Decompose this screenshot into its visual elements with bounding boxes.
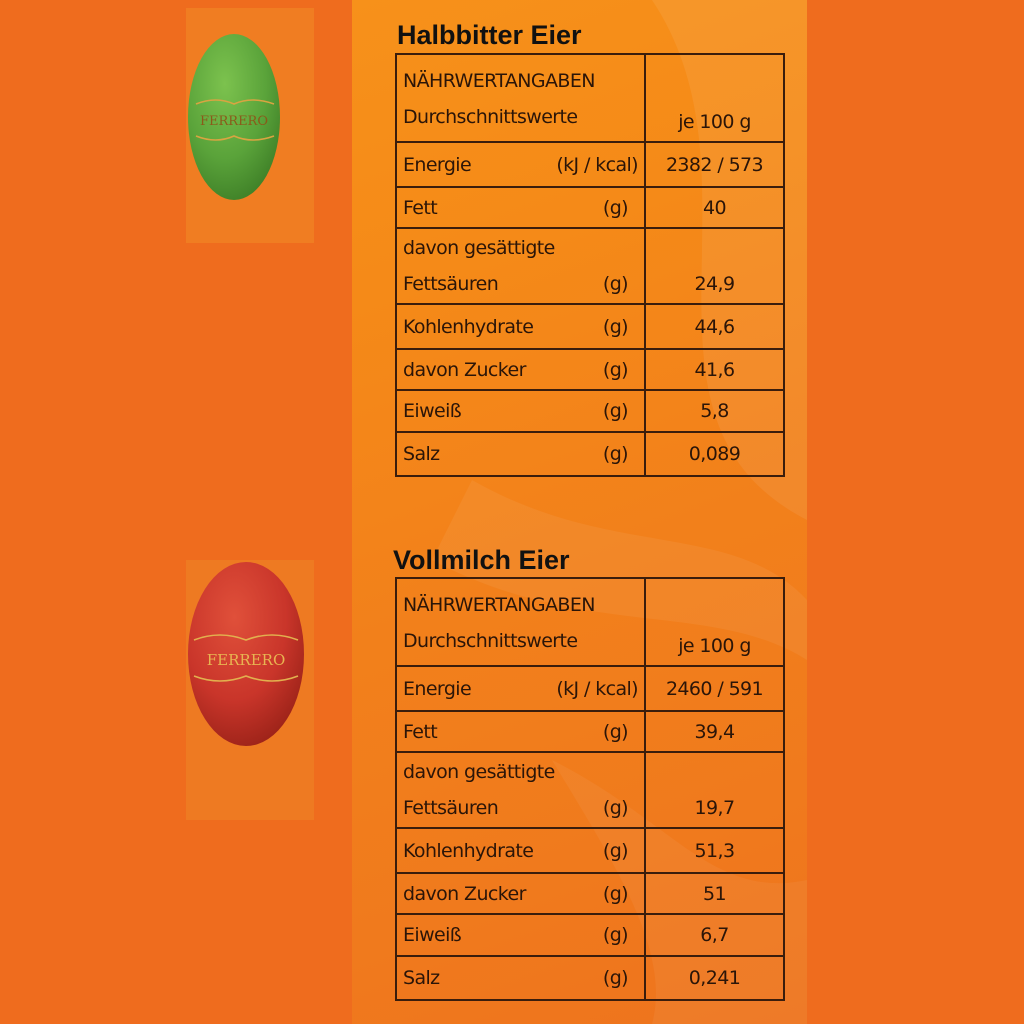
table-row: davon Zucker (g) 41,6 bbox=[395, 348, 785, 391]
header-title: NÄHRWERTANGABEN bbox=[403, 594, 595, 616]
row-value: 0,089 bbox=[644, 431, 785, 477]
table-row: Eiweiß (g) 5,8 bbox=[395, 389, 785, 433]
row-unit: (g) bbox=[602, 882, 629, 905]
row-unit: (kJ / kcal) bbox=[556, 153, 638, 176]
row-label: Energie bbox=[403, 153, 472, 176]
row-unit: (g) bbox=[602, 400, 629, 422]
row-unit: (g) bbox=[602, 967, 629, 989]
table-row: Kohlenhydrate (g) 44,6 bbox=[395, 303, 785, 350]
egg-brand-text: FERRERO bbox=[207, 651, 286, 669]
row-unit: (g) bbox=[602, 273, 629, 295]
row-label: Fett bbox=[403, 196, 438, 219]
nutrition-table-halbbitter: NÄHRWERTANGABEN Durchschnittswerte je 10… bbox=[395, 53, 785, 477]
row-label-line1: davon gesättigte bbox=[403, 237, 555, 259]
row-label: davon Zucker bbox=[403, 882, 526, 905]
row-label: Kohlenhydrate bbox=[403, 315, 534, 338]
row-unit: (g) bbox=[602, 315, 629, 338]
row-unit: (g) bbox=[602, 358, 629, 381]
row-value: 40 bbox=[644, 186, 785, 229]
header-label-cell: NÄHRWERTANGABEN Durchschnittswerte bbox=[395, 577, 646, 667]
header-subtitle: Durchschnittswerte bbox=[403, 630, 578, 652]
row-label: Fettsäuren bbox=[403, 797, 499, 819]
table-row: Salz (g) 0,089 bbox=[395, 431, 785, 477]
row-unit: (g) bbox=[602, 797, 629, 819]
table-row: Energie (kJ / kcal) 2382 / 573 bbox=[395, 141, 785, 188]
row-value: 5,8 bbox=[644, 389, 785, 433]
row-label: Eiweiß bbox=[403, 400, 462, 422]
section-title-halbbitter: Halbbitter Eier bbox=[397, 20, 582, 50]
row-label: Salz bbox=[403, 967, 440, 989]
table-header-row: NÄHRWERTANGABEN Durchschnittswerte je 10… bbox=[395, 53, 785, 143]
row-unit: (g) bbox=[602, 839, 629, 862]
row-unit: (g) bbox=[602, 924, 629, 946]
row-label: Energie bbox=[403, 677, 472, 700]
header-per-100g: je 100 g bbox=[644, 577, 785, 667]
header-per-100g: je 100 g bbox=[644, 53, 785, 143]
row-value: 51,3 bbox=[644, 827, 785, 874]
row-value: 0,241 bbox=[644, 955, 785, 1001]
table-row: Salz (g) 0,241 bbox=[395, 955, 785, 1001]
row-label: davon Zucker bbox=[403, 358, 526, 381]
nutrition-table-vollmilch: NÄHRWERTANGABEN Durchschnittswerte je 10… bbox=[395, 577, 785, 1001]
row-label-line1: davon gesättigte bbox=[403, 761, 555, 783]
row-value: 44,6 bbox=[644, 303, 785, 350]
row-value: 24,9 bbox=[644, 227, 785, 305]
row-label: Eiweiß bbox=[403, 924, 462, 946]
table-row: Kohlenhydrate (g) 51,3 bbox=[395, 827, 785, 874]
header-subtitle: Durchschnittswerte bbox=[403, 106, 578, 128]
table-row: davon gesättigte Fettsäuren (g) 19,7 bbox=[395, 751, 785, 829]
green-ferrero-egg-icon: FERRERO bbox=[188, 34, 280, 200]
table-row: Fett (g) 40 bbox=[395, 186, 785, 229]
row-value: 39,4 bbox=[644, 710, 785, 753]
row-label: Fettsäuren bbox=[403, 273, 499, 295]
table-row: davon gesättigte Fettsäuren (g) 24,9 bbox=[395, 227, 785, 305]
row-unit: (g) bbox=[602, 720, 629, 743]
section-title-vollmilch: Vollmilch Eier bbox=[393, 545, 570, 575]
table-row: davon Zucker (g) 51 bbox=[395, 872, 785, 915]
header-title: NÄHRWERTANGABEN bbox=[403, 70, 595, 92]
row-label: Salz bbox=[403, 443, 440, 465]
row-unit: (g) bbox=[602, 196, 629, 219]
row-value: 51 bbox=[644, 872, 785, 915]
row-label: Fett bbox=[403, 720, 438, 743]
egg-brand-text: FERRERO bbox=[200, 114, 268, 129]
row-unit: (kJ / kcal) bbox=[556, 677, 638, 700]
row-value: 41,6 bbox=[644, 348, 785, 391]
header-label-cell: NÄHRWERTANGABEN Durchschnittswerte bbox=[395, 53, 646, 143]
table-header-row: NÄHRWERTANGABEN Durchschnittswerte je 10… bbox=[395, 577, 785, 667]
table-row: Energie (kJ / kcal) 2460 / 591 bbox=[395, 665, 785, 712]
row-unit: (g) bbox=[602, 443, 629, 465]
row-label: Kohlenhydrate bbox=[403, 839, 534, 862]
row-value: 2460 / 591 bbox=[644, 665, 785, 712]
table-row: Fett (g) 39,4 bbox=[395, 710, 785, 753]
row-value: 19,7 bbox=[644, 751, 785, 829]
row-value: 2382 / 573 bbox=[644, 141, 785, 188]
row-value: 6,7 bbox=[644, 913, 785, 957]
red-ferrero-egg-icon: FERRERO bbox=[188, 562, 304, 746]
table-row: Eiweiß (g) 6,7 bbox=[395, 913, 785, 957]
